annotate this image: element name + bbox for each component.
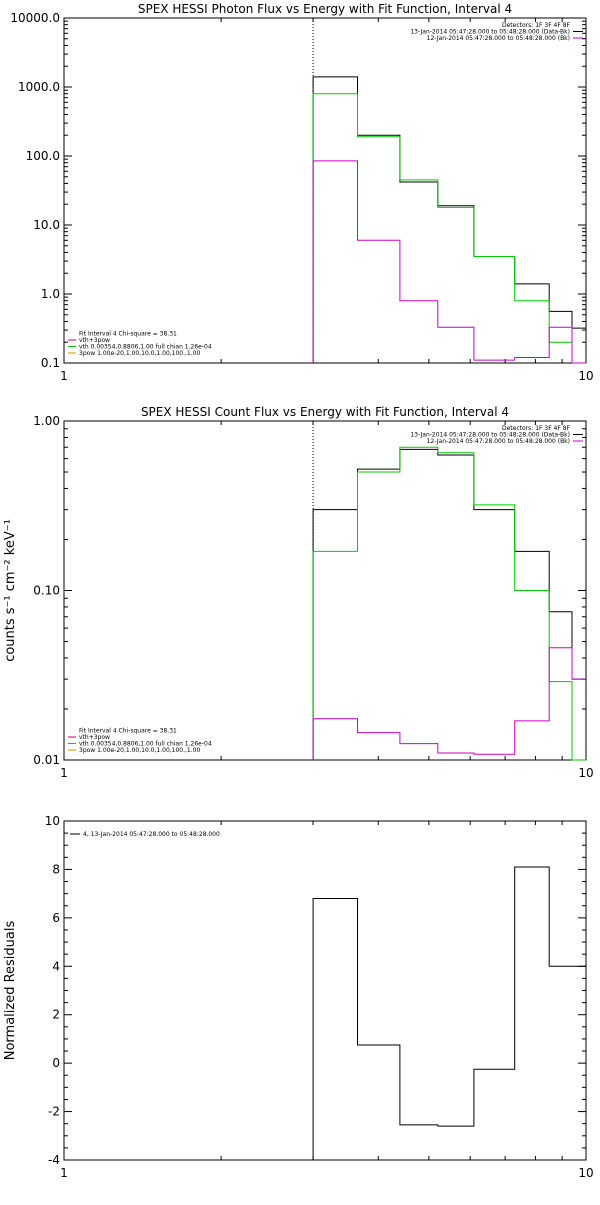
- panel2-ytick-label: 0.01: [33, 753, 60, 767]
- panel2-legend-bl-entry: vth+3pow: [79, 734, 110, 741]
- panel1-legend-bl-entry: vth+3pow: [79, 337, 110, 344]
- panel1-ytick-label: 1.0: [41, 287, 60, 301]
- panel3-xtick-label: 1: [60, 1166, 68, 1180]
- panel1-legend-bl-entry: vth 0.00354,0.8806,1.00 full chian 1.26e…: [79, 344, 212, 351]
- panel2-series-fit: [312, 446, 586, 761]
- panel2-series-bk: [312, 647, 586, 760]
- panel1-frame: [63, 17, 587, 364]
- panel1-series-fit: [312, 93, 586, 364]
- panel1-xtick-label: 1: [60, 369, 68, 383]
- panel1-xtick-label: 10: [578, 369, 593, 383]
- panel1-legend-tr-entry: 12-Jan-2014 05:47:28.000 to 05:48:28.000…: [427, 35, 570, 42]
- panel1-title: SPEX HESSI Photon Flux vs Energy with Fi…: [138, 2, 512, 16]
- panel2-title: SPEX HESSI Count Flux vs Energy with Fit…: [141, 405, 509, 419]
- panel3-ylabel: Normalized Residuals: [3, 921, 18, 1061]
- panel3-ytick-label: -2: [48, 1105, 60, 1119]
- panel2-legend-bl-entry: Fit Interval 4 Chi-square = 38.31: [79, 728, 177, 735]
- panel3-legend-tl-entry: 4, 13-Jan-2014 05:47:28.000 to 05:48:28.…: [83, 831, 220, 838]
- panel2-legend-bl-entry: vth 0.00354,0.8806,1.00 full chian 1.26e…: [79, 741, 212, 748]
- panel3-ytick-label: -4: [48, 1153, 60, 1167]
- panel2-ytick-label: 1.00: [33, 414, 60, 428]
- panel1-series-data-bk: [312, 76, 586, 363]
- panel1-legend-tr-entry: 13-Jan-2014 05:47:28.000 to 05:48:28.000…: [410, 29, 570, 36]
- panel2-ylabel: counts s⁻¹ cm⁻² keV⁻¹: [3, 519, 18, 662]
- panel3-ytick-label: 4: [52, 959, 60, 973]
- panel2-xtick-label: 1: [60, 766, 68, 780]
- panel3-xtick-label: 10: [578, 1166, 593, 1180]
- panel2-legend-tr-entry: 13-Jan-2014 05:47:28.000 to 05:48:28.000…: [410, 432, 570, 439]
- panel1-series-bk: [312, 160, 586, 364]
- panel1-ytick-label: 10.0: [33, 218, 60, 232]
- panel3-ytick-label: 10: [45, 814, 60, 828]
- panel1-legend-bl-entry: 3pow 1.00e-20,1.00,10.0,1.00,100.,1.00: [79, 350, 200, 357]
- panel2-xtick-label: 10: [578, 766, 593, 780]
- panel3-ytick-label: 0: [52, 1056, 60, 1070]
- panel3-series-residuals: [312, 866, 586, 1160]
- panel3-ytick-label: 2: [52, 1008, 60, 1022]
- panel1-ytick-label: 100.0: [26, 149, 60, 163]
- panel1-ytick-label: 10000.0: [10, 11, 60, 25]
- panel2-legend-tr-entry: Detectors: 1F 3F 4F 8F: [502, 425, 571, 432]
- panel2-ytick-label: 0.10: [33, 584, 60, 598]
- panel3-ytick-label: 8: [52, 862, 60, 876]
- panel2-legend-bl-entry: 3pow 1.00e-20,1.00,10.0,1.00,100.,1.00: [79, 747, 200, 754]
- panel3-ytick-label: 6: [52, 911, 60, 925]
- panel1-legend-tr-entry: Detectors: 1F 3F 4F 8F: [502, 22, 571, 29]
- panel3-frame: [63, 820, 587, 1161]
- panel1-ytick-label: 0.1: [41, 356, 60, 370]
- panel2-series-data-bk: [312, 448, 586, 760]
- panel2-legend-tr-entry: 12-Jan-2014 05:47:28.000 to 05:48:28.000…: [427, 438, 570, 445]
- panel1-legend-bl-entry: Fit Interval 4 Chi-square = 38.31: [79, 331, 177, 338]
- panel2-frame: [63, 420, 587, 761]
- panel1-ytick-label: 1000.0: [18, 80, 60, 94]
